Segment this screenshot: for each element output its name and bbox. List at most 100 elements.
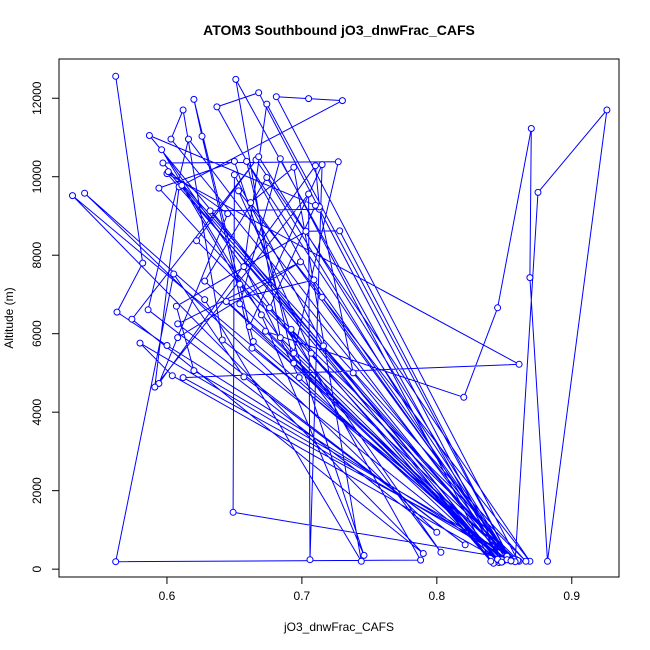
data-point xyxy=(163,342,171,349)
data-point xyxy=(290,163,298,171)
data-point xyxy=(419,550,427,557)
data-point xyxy=(168,372,176,380)
data-point xyxy=(297,258,304,266)
data-point xyxy=(318,293,326,301)
data-point xyxy=(218,336,226,344)
data-point xyxy=(266,304,273,312)
data-point xyxy=(112,72,120,80)
data-point xyxy=(263,100,271,108)
y-tick-label: 6000 xyxy=(30,320,44,347)
data-point xyxy=(603,106,611,114)
data-point xyxy=(255,89,263,97)
data-point xyxy=(145,132,153,139)
data-point xyxy=(263,174,271,181)
data-point xyxy=(224,210,232,218)
data-point xyxy=(494,304,502,312)
data-point xyxy=(276,155,284,163)
data-point xyxy=(357,557,365,565)
data-point xyxy=(178,181,186,189)
data-point xyxy=(295,374,303,382)
data-point xyxy=(201,296,209,304)
data-point xyxy=(311,162,319,170)
data-point xyxy=(151,383,159,391)
data-point xyxy=(179,374,187,382)
data-point xyxy=(69,192,76,200)
data-point xyxy=(155,184,163,192)
data-point xyxy=(144,306,152,314)
data-point xyxy=(276,334,284,342)
data-point xyxy=(257,311,265,319)
data-point xyxy=(305,190,313,198)
data-point xyxy=(544,557,551,565)
data-point xyxy=(433,528,441,536)
y-tick-label: 4000 xyxy=(30,399,44,426)
data-point xyxy=(527,125,535,132)
data-point xyxy=(190,367,198,375)
data-point xyxy=(310,276,318,284)
data-point xyxy=(247,199,255,207)
y-axis-label: Altitude (m) xyxy=(2,287,16,348)
data-point xyxy=(164,168,172,176)
data-point xyxy=(417,556,425,564)
x-tick-label: 0.7 xyxy=(294,589,311,603)
data-point xyxy=(190,95,198,103)
x-tick-label: 0.8 xyxy=(428,589,445,603)
data-point xyxy=(174,334,182,342)
chart-title: ATOM3 Southbound jO3_dnwFrac_CAFS xyxy=(203,22,475,38)
data-point xyxy=(460,393,468,401)
data-point xyxy=(235,187,242,195)
data-point xyxy=(81,189,89,197)
x-axis-label: jO3_dnwFrac_CAFS xyxy=(283,620,394,634)
series-group xyxy=(69,72,611,567)
data-point xyxy=(185,135,192,143)
data-point xyxy=(240,373,248,381)
data-point xyxy=(236,280,244,288)
data-point xyxy=(236,300,244,308)
y-tick-label: 2000 xyxy=(30,477,44,504)
x-axis: 0.6 0.7 0.8 0.9 xyxy=(159,576,580,603)
data-point xyxy=(201,277,209,285)
data-point xyxy=(248,344,256,352)
data-point xyxy=(534,188,542,196)
data-point xyxy=(113,308,121,316)
data-point xyxy=(206,207,214,215)
data-point xyxy=(198,132,206,140)
data-point xyxy=(174,320,182,328)
data-point xyxy=(112,558,120,566)
series-line xyxy=(72,76,608,564)
data-point xyxy=(230,157,238,165)
data-point xyxy=(487,557,495,565)
data-point xyxy=(158,146,166,154)
y-tick-label: 12000 xyxy=(30,81,44,115)
x-tick-label: 0.9 xyxy=(563,589,580,603)
data-point xyxy=(515,360,523,368)
data-point xyxy=(159,159,167,167)
data-point xyxy=(262,327,269,335)
data-point xyxy=(255,153,263,161)
data-point xyxy=(526,274,534,282)
data-point xyxy=(338,97,346,105)
data-point xyxy=(320,342,327,350)
data-point xyxy=(437,548,445,556)
data-point xyxy=(461,541,469,549)
data-point xyxy=(229,508,237,516)
data-point xyxy=(136,339,144,347)
data-point xyxy=(318,161,326,169)
data-point xyxy=(311,201,319,209)
data-point xyxy=(240,263,248,271)
data-point xyxy=(498,558,506,566)
data-point xyxy=(167,135,175,143)
data-point xyxy=(249,338,257,345)
data-point xyxy=(522,557,530,565)
x-tick-label: 0.6 xyxy=(159,589,176,603)
data-point xyxy=(170,270,178,278)
data-point xyxy=(305,95,313,103)
data-point xyxy=(139,259,147,267)
data-point xyxy=(336,227,344,235)
data-point xyxy=(302,227,310,235)
data-point xyxy=(287,325,295,333)
data-point xyxy=(307,349,315,357)
data-point xyxy=(172,302,180,310)
data-point xyxy=(232,75,240,83)
y-tick-label: 0 xyxy=(30,565,44,572)
